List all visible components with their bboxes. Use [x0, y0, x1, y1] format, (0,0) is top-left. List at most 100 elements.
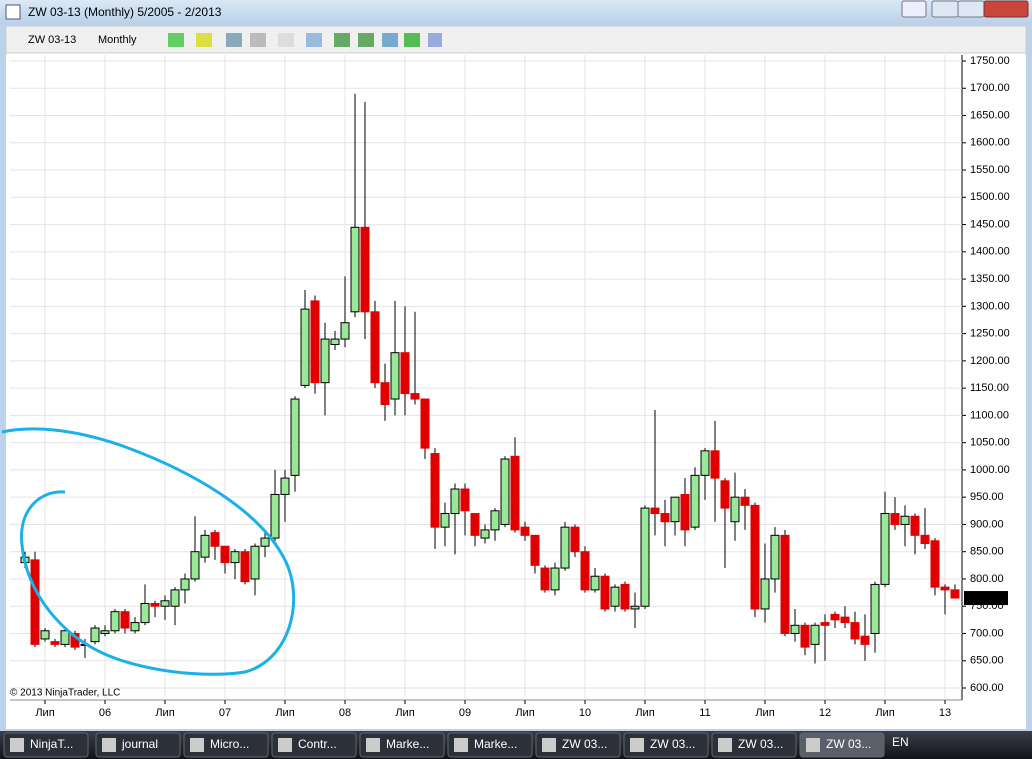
candle-body — [820, 622, 830, 626]
taskbar-button[interactable] — [359, 732, 445, 758]
candle-body — [370, 311, 380, 384]
cursor-icon[interactable] — [278, 33, 294, 47]
y-tick-label: 1000.00 — [970, 464, 1010, 476]
candle-body — [60, 630, 70, 645]
x-tick-label: 12 — [819, 707, 831, 719]
taskbar-label: ZW 03... — [650, 737, 695, 751]
candle-body — [90, 627, 100, 643]
candle-body — [410, 393, 420, 400]
candle-body — [320, 338, 330, 384]
instrument-selector[interactable]: ZW 03-13 — [28, 34, 76, 46]
properties-icon[interactable] — [382, 33, 398, 47]
y-tick-label: 1050.00 — [970, 437, 1010, 449]
candle-body — [550, 567, 560, 591]
candle-body — [620, 583, 630, 610]
candle-body — [510, 455, 520, 531]
indicator-icon[interactable] — [334, 33, 350, 47]
candle-body — [280, 477, 290, 495]
y-tick-label: 1250.00 — [970, 328, 1010, 340]
taskbar-button[interactable] — [535, 732, 621, 758]
taskbar-label: Marke... — [386, 737, 429, 751]
y-tick-label: 1450.00 — [970, 218, 1010, 230]
candle-body — [30, 559, 40, 645]
y-tick-label: 1700.00 — [970, 82, 1010, 94]
taskbar-button[interactable] — [95, 732, 181, 758]
x-tick-label: 13 — [939, 707, 951, 719]
candle-body — [480, 529, 490, 539]
candle-body — [540, 567, 550, 591]
taskbar-button[interactable] — [447, 732, 533, 758]
taskbar-label: ZW 03... — [826, 737, 871, 751]
taskbar-button[interactable] — [799, 732, 885, 758]
x-tick-label: Лип — [35, 707, 54, 719]
data-box-icon[interactable] — [428, 33, 442, 47]
y-tick-label: 950.00 — [970, 491, 1004, 503]
taskbar-label: Contr... — [298, 737, 337, 751]
x-tick-label: Лип — [275, 707, 294, 719]
candle-body — [930, 540, 940, 588]
order-icon[interactable] — [404, 33, 420, 47]
candle-body — [400, 352, 410, 395]
candle-body — [160, 600, 170, 607]
candle-body — [310, 300, 320, 384]
candle-body — [100, 630, 110, 634]
close-button[interactable] — [983, 0, 1029, 18]
taskbar-icon — [454, 738, 468, 752]
x-tick-label: Лип — [515, 707, 534, 719]
candle-body — [500, 458, 510, 525]
candle-body — [870, 583, 880, 634]
y-tick-label: 1100.00 — [970, 409, 1009, 421]
candle-body — [470, 513, 480, 536]
candle-body — [670, 496, 680, 523]
taskbar-icon — [10, 738, 24, 752]
strategy-icon[interactable] — [358, 33, 374, 47]
candle-body — [230, 551, 240, 564]
period-selector[interactable]: Monthly — [98, 34, 137, 46]
candle-body — [920, 534, 930, 545]
taskbar-button[interactable] — [183, 732, 269, 758]
candle-body — [560, 526, 570, 569]
x-tick-label: 08 — [339, 707, 351, 719]
draw-icon[interactable] — [196, 33, 212, 47]
tool-icon[interactable] — [226, 33, 242, 47]
candle-body — [880, 513, 890, 585]
tool-icon[interactable] — [250, 33, 266, 47]
y-tick-label: 800.00 — [970, 573, 1004, 585]
candle-body — [750, 504, 760, 610]
taskbar-label: NinjaT... — [30, 737, 73, 751]
minimize-button[interactable] — [931, 0, 959, 18]
candle-body — [390, 352, 400, 400]
candle-body — [520, 526, 530, 536]
x-tick-label: Лип — [635, 707, 654, 719]
candle-body — [180, 578, 190, 591]
taskbar-button[interactable] — [623, 732, 709, 758]
x-tick-label: 11 — [699, 707, 710, 719]
candle-body — [240, 551, 250, 583]
candle-body — [840, 616, 850, 624]
candle-body — [650, 507, 660, 515]
chart-style-icon[interactable] — [168, 33, 184, 47]
toolbar-icons — [168, 33, 442, 47]
x-tick-label: Лип — [155, 707, 174, 719]
y-tick-label: 900.00 — [970, 518, 1004, 530]
candle-body — [50, 641, 60, 645]
candle-body — [40, 630, 50, 640]
candle-body — [700, 450, 710, 476]
link-button[interactable] — [901, 0, 927, 18]
taskbar-icon — [718, 738, 732, 752]
taskbar-button[interactable] — [3, 732, 89, 758]
candle-body — [810, 624, 820, 645]
taskbar-button[interactable] — [271, 732, 357, 758]
zoom-icon[interactable] — [306, 33, 322, 47]
taskbar-label: Marke... — [474, 737, 517, 751]
x-tick-label: 09 — [459, 707, 471, 719]
x-tick-label: 06 — [99, 707, 111, 719]
taskbar-label: journal — [121, 737, 158, 751]
candle-body — [250, 545, 260, 580]
candle-body — [210, 532, 220, 547]
candle-body — [440, 513, 450, 528]
maximize-button[interactable] — [957, 0, 985, 18]
candle-body — [900, 515, 910, 525]
taskbar-button[interactable] — [711, 732, 797, 758]
